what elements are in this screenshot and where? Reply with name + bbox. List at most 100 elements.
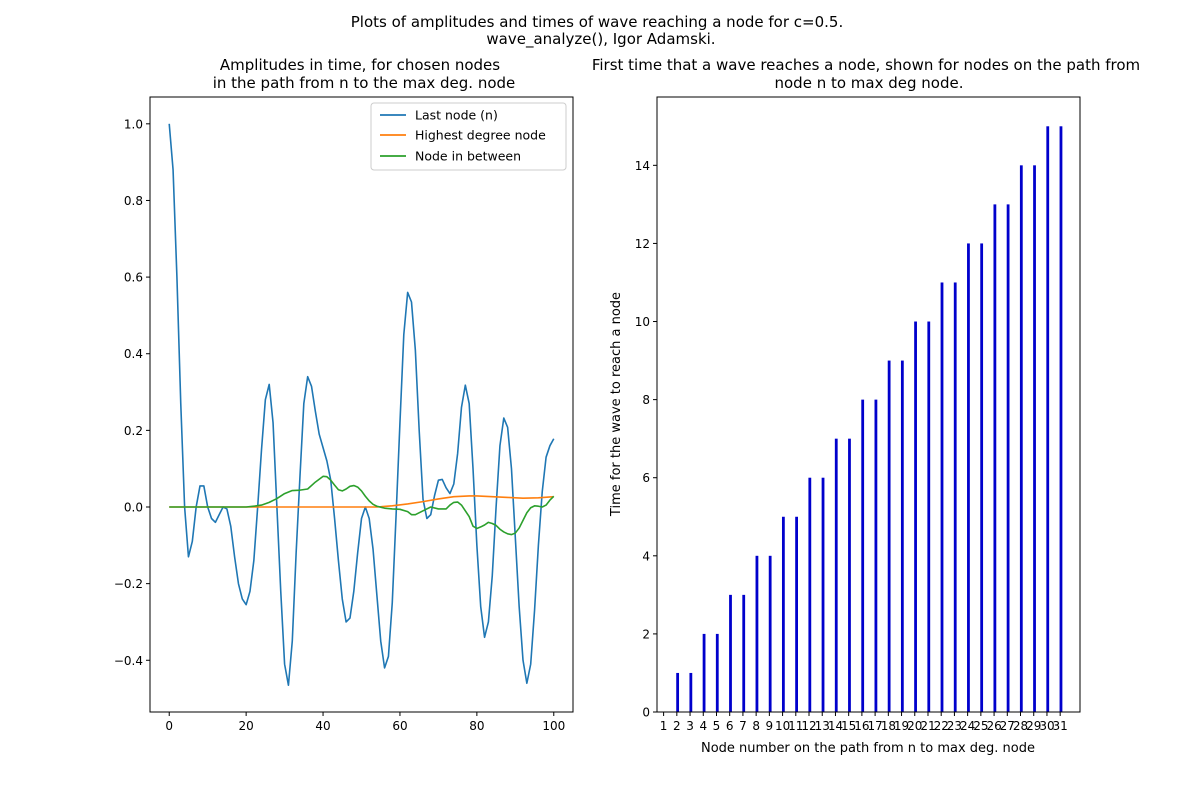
bar-node-24 [967, 243, 970, 712]
bar-node-16 [861, 399, 865, 712]
arrival-chart-bars [676, 126, 1063, 713]
bar-node-10 [781, 516, 785, 712]
x-tick-label: 3 [686, 719, 694, 733]
bar-node-28 [1019, 165, 1023, 712]
bar-node-27 [1006, 204, 1010, 712]
x-tick-label: 9 [766, 719, 774, 733]
x-tick-label: 29 [1026, 719, 1041, 733]
x-tick-label: 6 [726, 719, 734, 733]
suptitle-line-2: wave_analyze(), Igor Adamski. [486, 30, 715, 49]
x-tick-label: 23 [947, 719, 962, 733]
suptitle-line-1: Plots of amplitudes and times of wave re… [351, 13, 843, 31]
bar-node-6 [729, 594, 732, 712]
y-tick-label: 8 [642, 393, 650, 407]
x-tick-label: 0 [165, 719, 173, 733]
x-tick-label: 11 [788, 719, 803, 733]
y-tick-label: −0.4 [114, 654, 143, 668]
y-tick-label: −0.2 [114, 577, 143, 591]
bar-node-13 [821, 477, 825, 712]
series-line-highest-degree-node [169, 495, 554, 508]
bar-node-29 [1033, 165, 1036, 712]
x-tick-label: 31 [1053, 719, 1068, 733]
bar-node-8 [755, 555, 759, 712]
bar-node-31 [1059, 126, 1063, 713]
y-tick-label: 0.8 [124, 194, 143, 208]
x-tick-label: 28 [1013, 719, 1028, 733]
x-tick-label: 8 [752, 719, 760, 733]
x-tick-label: 40 [315, 719, 330, 733]
arrival-chart-frame [656, 96, 1081, 713]
bar-node-14 [834, 438, 838, 712]
amplitude-line-chart: Amplitudes in time, for chosen nodes in … [114, 56, 574, 733]
series-line-node-in-between [169, 475, 555, 536]
y-tick-label: 14 [635, 159, 650, 173]
arrival-time-bar-chart: First time that a wave reaches a node, s… [592, 56, 1140, 756]
bar-node-17 [874, 399, 878, 712]
x-tick-label: 13 [815, 719, 830, 733]
x-tick-label: 20 [907, 719, 922, 733]
amplitude-chart-series [168, 123, 555, 686]
x-tick-label: 19 [894, 719, 909, 733]
x-tick-label: 14 [828, 719, 843, 733]
amplitude-chart-ticks: 0 20 40 60 80 100 −0.4 −0.2 0.0 0.2 0.4 0.6 0.8 1.0 [114, 117, 565, 733]
x-tick-label: 27 [1000, 719, 1015, 733]
bar-node-25 [980, 243, 984, 712]
x-tick-label: 20 [238, 719, 253, 733]
bar-node-12 [808, 477, 812, 712]
arrival-chart-x-axis-label: Node number on the path from n to max de… [701, 741, 1035, 756]
y-tick-label: 0.4 [124, 347, 143, 361]
bar-node-30 [1046, 126, 1050, 713]
legend-label-node-in-between: Node in between [415, 149, 521, 164]
y-tick-label: 0 [642, 706, 650, 720]
x-tick-label: 80 [469, 719, 484, 733]
y-tick-label: 0.6 [124, 271, 143, 285]
bar-node-4 [702, 633, 706, 712]
bar-node-22 [940, 282, 944, 712]
bar-node-18 [887, 360, 891, 712]
x-tick-label: 25 [973, 719, 988, 733]
bar-node-11 [795, 516, 798, 712]
x-tick-label: 26 [986, 719, 1001, 733]
arrival-chart-y-axis-label: Time for the wave to reach a node [609, 292, 624, 517]
arrival-chart-title-line-1: First time that a wave reaches a node, s… [592, 56, 1140, 74]
bar-node-26 [993, 204, 997, 712]
bar-node-7 [742, 594, 746, 712]
bar-node-15 [848, 438, 851, 712]
x-tick-label: 2 [673, 719, 681, 733]
y-tick-label: 0.2 [124, 424, 143, 438]
y-tick-label: 2 [642, 627, 650, 641]
y-tick-label: 12 [635, 237, 650, 251]
y-tick-label: 6 [642, 471, 650, 485]
x-tick-label: 15 [841, 719, 856, 733]
amplitude-chart-title-line-1: Amplitudes in time, for chosen nodes [220, 56, 500, 74]
amplitude-chart-frame [149, 96, 574, 713]
x-tick-label: 16 [854, 719, 869, 733]
bar-node-19 [900, 360, 904, 712]
y-tick-label: 1.0 [124, 117, 143, 131]
x-tick-label: 10 [775, 719, 790, 733]
x-tick-label: 30 [1039, 719, 1054, 733]
x-tick-label: 18 [881, 719, 896, 733]
bar-node-20 [914, 321, 917, 712]
y-tick-label: 10 [635, 315, 650, 329]
x-tick-label: 100 [542, 719, 565, 733]
x-tick-label: 22 [934, 719, 949, 733]
y-tick-label: 4 [642, 549, 650, 563]
x-tick-label: 17 [867, 719, 882, 733]
x-tick-label: 1 [660, 719, 668, 733]
x-tick-label: 21 [920, 719, 935, 733]
amplitude-chart-legend: Last node (n) Highest degree node Node i… [370, 102, 567, 171]
y-tick-label: 0.0 [124, 501, 143, 515]
bar-node-5 [715, 633, 719, 712]
bar-node-23 [953, 282, 957, 712]
x-tick-label: 4 [699, 719, 707, 733]
x-tick-label: 24 [960, 719, 975, 733]
x-tick-label: 60 [392, 719, 407, 733]
legend-label-highest-degree-node: Highest degree node [415, 128, 546, 143]
bar-node-9 [768, 555, 772, 712]
bar-node-2 [676, 672, 680, 712]
legend-box [370, 102, 567, 171]
x-tick-label: 12 [801, 719, 816, 733]
series-line-last-node [168, 123, 555, 686]
